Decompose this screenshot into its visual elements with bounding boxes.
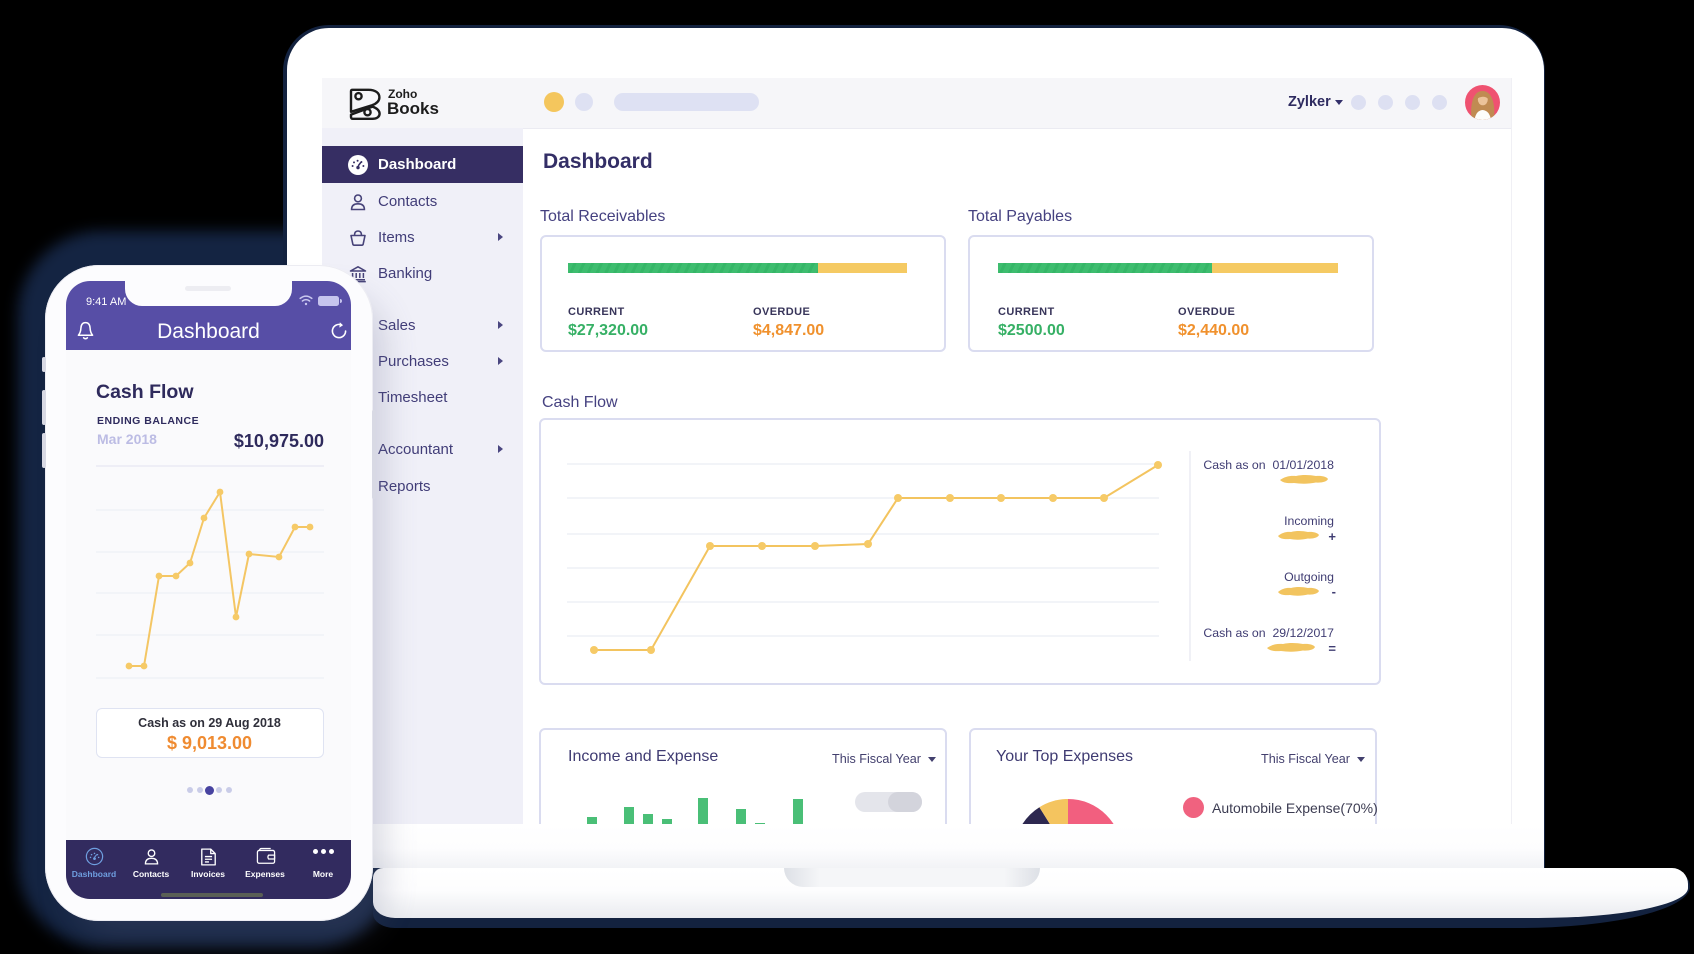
svg-text:=: = bbox=[1328, 641, 1336, 656]
svg-text:+: + bbox=[1328, 529, 1336, 544]
svg-text:Outgoing: Outgoing bbox=[1284, 570, 1334, 584]
svg-text:Cash as on 01/01/2018: Cash as on 01/01/2018 bbox=[1203, 458, 1334, 472]
svg-text:-: - bbox=[1332, 584, 1336, 599]
svg-text:Incoming: Incoming bbox=[1284, 514, 1334, 528]
svg-text:Cash as on 29/12/2017: Cash as on 29/12/2017 bbox=[1203, 626, 1334, 640]
